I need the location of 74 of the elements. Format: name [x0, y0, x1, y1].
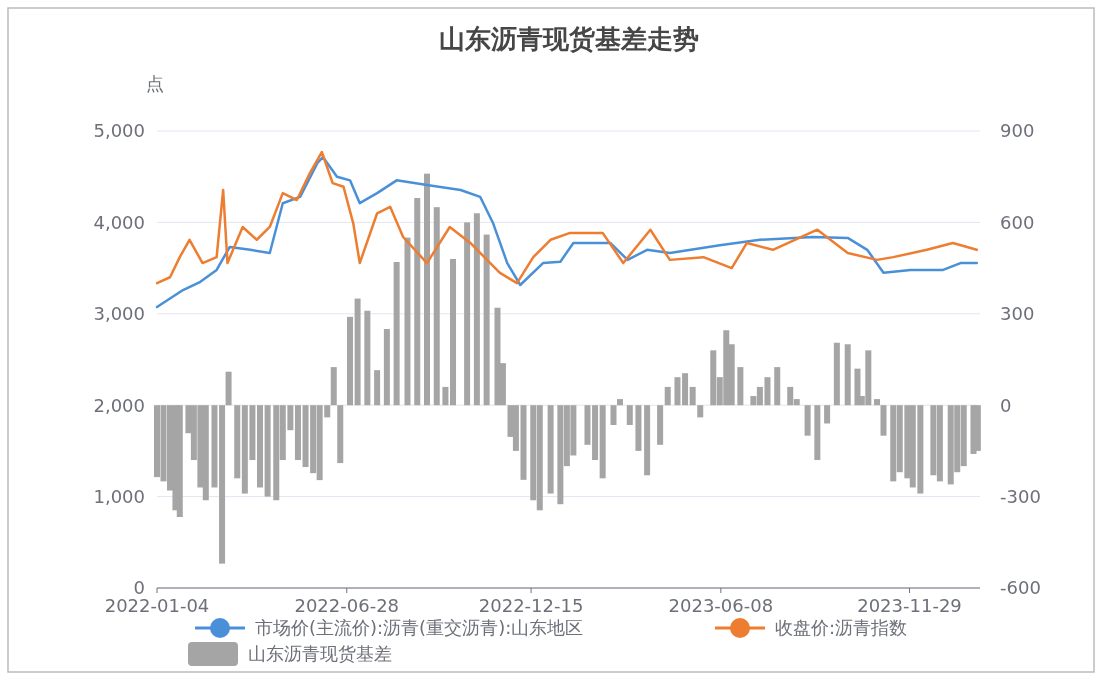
y-tick-label: 1,000 — [93, 485, 145, 507]
bar — [674, 377, 681, 406]
bar — [257, 405, 264, 488]
bar — [804, 405, 811, 436]
bar — [584, 405, 591, 445]
bar — [657, 405, 664, 445]
bar — [393, 262, 400, 406]
bar — [697, 405, 704, 418]
bar — [347, 316, 354, 406]
bar — [873, 399, 880, 406]
bar — [374, 370, 381, 406]
x-tick-label: 2023-11-29 — [857, 595, 962, 616]
bar — [383, 329, 390, 406]
y-tick-label: 5,000 — [93, 120, 145, 142]
bar — [520, 405, 527, 480]
legend-label: 山东沥青现货基差 — [248, 643, 392, 665]
bar — [635, 405, 642, 451]
y2-tick-label: -600 — [1000, 577, 1041, 599]
y-axis-title: 点 — [146, 73, 164, 94]
bar — [682, 373, 689, 406]
bar — [844, 344, 851, 406]
x-tick-label: 2023-06-08 — [668, 595, 774, 616]
y2-tick-label: 300 — [1000, 303, 1035, 325]
bar — [442, 386, 449, 406]
bar — [364, 310, 371, 406]
bar — [610, 405, 617, 425]
y2-tick-label: -300 — [1000, 485, 1041, 507]
y2-tick-label: 900 — [1000, 120, 1035, 142]
bar — [450, 258, 457, 406]
bar — [211, 405, 218, 488]
bar — [854, 368, 861, 406]
bar — [225, 371, 232, 406]
bar — [592, 405, 599, 461]
bar — [664, 386, 671, 406]
y-tick-label: 3,000 — [93, 303, 145, 325]
bar — [424, 173, 430, 406]
bar — [337, 405, 344, 464]
y-tick-label: 4,000 — [93, 211, 145, 233]
line-series — [155, 150, 978, 285]
bar — [689, 386, 696, 406]
y-tick-label: 2,000 — [93, 394, 145, 416]
legend-label: 收盘价:沥青指数 — [775, 617, 908, 639]
bar — [483, 234, 490, 406]
bar — [294, 405, 301, 461]
bar — [414, 198, 421, 406]
bar — [464, 222, 471, 406]
bar — [433, 207, 440, 406]
bar — [473, 213, 480, 406]
y2-tick-label: 0 — [1000, 394, 1012, 416]
bar — [330, 367, 337, 406]
bar — [617, 399, 624, 406]
bar — [176, 405, 183, 518]
bar — [814, 405, 821, 461]
bar — [737, 367, 744, 406]
bar — [234, 405, 241, 479]
bar — [354, 298, 361, 406]
bar — [974, 405, 981, 451]
bar — [599, 405, 606, 479]
bar — [833, 342, 840, 406]
bar — [219, 405, 226, 564]
bar — [626, 405, 633, 425]
bar — [774, 367, 781, 406]
bar — [547, 405, 554, 494]
chart-title: 山东沥青现货基差走势 — [438, 24, 699, 54]
legend-label: 市场价(主流价):沥青(重交沥青):山东地区 — [255, 617, 584, 639]
bar — [404, 237, 411, 406]
bar — [880, 405, 887, 436]
x-tick-label: 2022-12-15 — [478, 595, 584, 616]
x-tick-label: 2022-06-28 — [294, 595, 400, 616]
line-series — [155, 155, 978, 309]
y2-tick-label: 600 — [1000, 211, 1035, 233]
bar — [824, 405, 831, 424]
bar — [264, 405, 271, 497]
bar — [644, 405, 651, 476]
